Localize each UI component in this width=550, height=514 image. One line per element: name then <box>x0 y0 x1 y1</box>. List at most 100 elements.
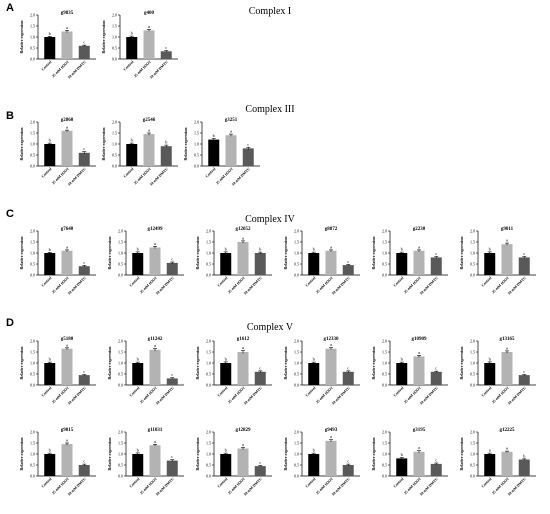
y-tick-label: 2.0 <box>382 339 387 344</box>
x-tick-label: 50 mM DMTU <box>67 167 87 187</box>
y-tick-label: 1.0 <box>30 35 35 40</box>
y-tick-label: 1.0 <box>112 142 117 147</box>
x-tick-label: Control <box>481 276 493 288</box>
x-tick-label: 25 mM H2O2 <box>139 276 158 295</box>
bar <box>254 466 266 476</box>
y-tick-label: 0.5 <box>118 372 123 377</box>
y-tick-label: 0.5 <box>294 463 299 468</box>
significance-letter: a <box>154 439 156 444</box>
x-tick-label: Control <box>41 60 53 72</box>
y-tick-label: 0.5 <box>470 463 475 468</box>
y-tick-label: 0.5 <box>382 372 387 377</box>
y-tick-label: 0.5 <box>294 372 299 377</box>
significance-letter: a <box>506 446 508 451</box>
chart-g9015: g9015 Relative expression 0.0 0.5 1.0 1.5 2.0 b… <box>19 428 96 497</box>
bar <box>254 253 266 275</box>
significance-letter: c <box>83 260 85 265</box>
y-tick-label: 0.5 <box>112 46 117 51</box>
bar <box>237 352 249 385</box>
bar <box>484 454 496 476</box>
significance-letter: a <box>66 244 68 249</box>
y-tick-label: 1.0 <box>30 361 35 366</box>
chart-title: g8872 <box>325 227 338 232</box>
x-tick-label: 50 mM DMTU <box>331 477 351 497</box>
significance-letter: b <box>225 246 228 251</box>
chart-g12499: g12499 Relative expression 0.0 0.5 1.0 1.5 2.0… <box>107 227 184 296</box>
chart-title: g400 <box>144 11 155 16</box>
panel-letter-a: A <box>6 2 14 14</box>
y-tick-label: 0.0 <box>112 57 117 62</box>
x-tick-label: 25 mM H2O2 <box>215 167 234 186</box>
bar <box>220 363 232 385</box>
y-tick-label: 1.5 <box>382 441 387 446</box>
y-axis-label: Relative expression <box>19 437 24 471</box>
significance-letter: c <box>435 366 437 371</box>
y-tick-label: 1.5 <box>294 350 299 355</box>
significance-letter: a <box>242 235 244 240</box>
y-tick-label: 0.5 <box>118 463 123 468</box>
bar <box>126 37 138 59</box>
chart-g12829: g12829 Relative expression 0.0 0.5 1.0 1.5 2.0… <box>195 428 272 497</box>
y-tick-label: 1.0 <box>206 361 211 366</box>
bar <box>413 250 425 275</box>
y-tick-label: 1.5 <box>294 441 299 446</box>
significance-letter: a <box>418 445 420 450</box>
bar <box>308 363 320 385</box>
y-tick-label: 1.0 <box>470 251 475 256</box>
y-tick-label: 1.0 <box>382 452 387 457</box>
chart-title: g1612 <box>237 337 250 342</box>
y-tick-label: 2.0 <box>470 339 475 344</box>
y-tick-label: 2.0 <box>30 229 35 234</box>
bar <box>308 253 320 275</box>
significance-letter: b <box>489 246 492 251</box>
bar <box>132 253 144 275</box>
significance-letter: b <box>49 448 52 453</box>
y-tick-label: 1.5 <box>194 131 199 136</box>
x-tick-label: 50 mM DMTU <box>331 386 351 406</box>
significance-letter: a <box>66 25 68 30</box>
y-tick-label: 0.5 <box>382 463 387 468</box>
y-tick-label: 1.5 <box>382 350 387 355</box>
y-tick-label: 1.5 <box>206 441 211 446</box>
y-axis-label: Relative expression <box>19 346 24 380</box>
chart-g10909: g10909 Relative expression 0.0 0.5 1.0 1.5 2.0… <box>371 337 448 406</box>
y-tick-label: 2.0 <box>118 430 123 435</box>
bar <box>484 363 496 385</box>
significance-letter: b <box>225 448 228 453</box>
x-tick-label: 50 mM DMTU <box>155 276 175 296</box>
x-tick-label: 25 mM H2O2 <box>315 477 334 496</box>
x-tick-label: 50 mM DMTU <box>507 477 527 497</box>
y-tick-label: 0.0 <box>294 273 299 278</box>
significance-letter: a <box>489 448 491 453</box>
chart-g2230: g2230 Relative expression 0.0 0.5 1.0 1.5 2.0 b… <box>371 227 448 296</box>
bar <box>208 139 220 166</box>
x-tick-label: 25 mM H2O2 <box>491 386 510 405</box>
panel-letter-c: C <box>6 208 14 220</box>
x-tick-label: 25 mM H2O2 <box>51 167 70 186</box>
y-axis-label: Relative expression <box>19 20 24 54</box>
significance-letter: a <box>418 350 420 355</box>
chart-title: g12499 <box>148 227 164 232</box>
bar <box>325 348 337 385</box>
y-tick-label: 1.0 <box>118 251 123 256</box>
bar <box>342 465 354 476</box>
bar <box>44 253 56 275</box>
significance-letter: c <box>347 259 349 264</box>
y-tick-label: 1.5 <box>30 441 35 446</box>
significance-letter: c <box>247 142 249 147</box>
bar <box>308 454 320 476</box>
bar <box>220 253 232 275</box>
y-tick-label: 1.0 <box>206 251 211 256</box>
chart-title: g3251 <box>225 118 238 123</box>
y-axis-label: Relative expression <box>195 236 200 270</box>
chart-g11031: g11031 Relative expression 0.0 0.5 1.0 1.5 2.0… <box>107 428 184 497</box>
y-tick-label: 1.5 <box>382 240 387 245</box>
y-tick-label: 1.0 <box>470 452 475 457</box>
significance-letter: b <box>401 452 404 457</box>
y-tick-label: 0.5 <box>194 153 199 158</box>
y-axis-label: Relative expression <box>283 236 288 270</box>
x-tick-label: Control <box>481 386 493 398</box>
y-tick-label: 1.5 <box>470 240 475 245</box>
significance-letter: b <box>313 357 316 362</box>
y-axis-label: Relative expression <box>19 236 24 270</box>
